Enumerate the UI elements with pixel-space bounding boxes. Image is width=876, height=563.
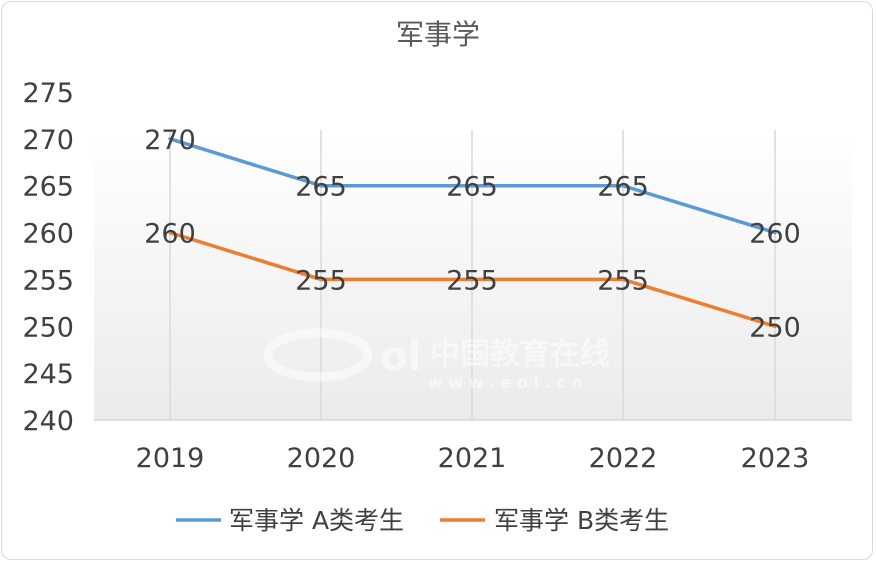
data-label: 255: [446, 265, 498, 296]
data-label: 265: [597, 172, 649, 203]
y-tick-label: 250: [22, 312, 74, 343]
chart-title: 军事学: [396, 18, 480, 51]
y-tick-label: 240: [22, 406, 74, 437]
data-label: 265: [446, 172, 498, 203]
y-tick-label: 270: [22, 125, 74, 156]
x-tick-label: 2021: [438, 443, 507, 474]
data-label: 260: [144, 219, 196, 250]
data-label: 260: [749, 219, 801, 250]
watermark-brand: 中国教育在线: [430, 337, 610, 372]
data-label: 255: [597, 265, 649, 296]
y-tick-label: 275: [22, 78, 74, 109]
y-tick-label: 260: [22, 219, 74, 250]
plot-area: [94, 130, 852, 421]
x-tick-label: 2022: [589, 443, 658, 474]
y-axis-ticks: 275 270 265 260 255 250 245 240: [22, 78, 74, 437]
watermark: ol 中国教育在线 w w w . e o l . c n: [263, 328, 610, 392]
grid-lines: [94, 130, 852, 421]
data-label: 250: [749, 312, 801, 343]
y-tick-label: 245: [22, 359, 74, 390]
y-tick-label: 255: [22, 265, 74, 296]
legend-label-a: 军事学 A类考生: [229, 506, 404, 535]
y-tick-label: 265: [22, 172, 74, 203]
data-label: 270: [144, 125, 196, 156]
legend-label-b: 军事学 B类考生: [494, 506, 669, 535]
watermark-logo-icon: [263, 328, 373, 382]
x-tick-label: 2019: [136, 443, 205, 474]
watermark-logo-letters: ol: [380, 334, 421, 380]
x-tick-label: 2023: [741, 443, 810, 474]
series-lines: [168, 137, 777, 329]
watermark-url: w w w . e o l . c n: [428, 373, 583, 392]
data-labels: 270 265 265 265 260 260 255 255 255 250: [144, 125, 801, 343]
data-label: 255: [295, 265, 347, 296]
legend: 军事学 A类考生 军事学 B类考生: [176, 506, 669, 535]
x-tick-label: 2020: [287, 443, 356, 474]
x-axis-ticks: 2019 2020 2021 2022 2023: [136, 443, 810, 474]
data-label: 265: [295, 172, 347, 203]
